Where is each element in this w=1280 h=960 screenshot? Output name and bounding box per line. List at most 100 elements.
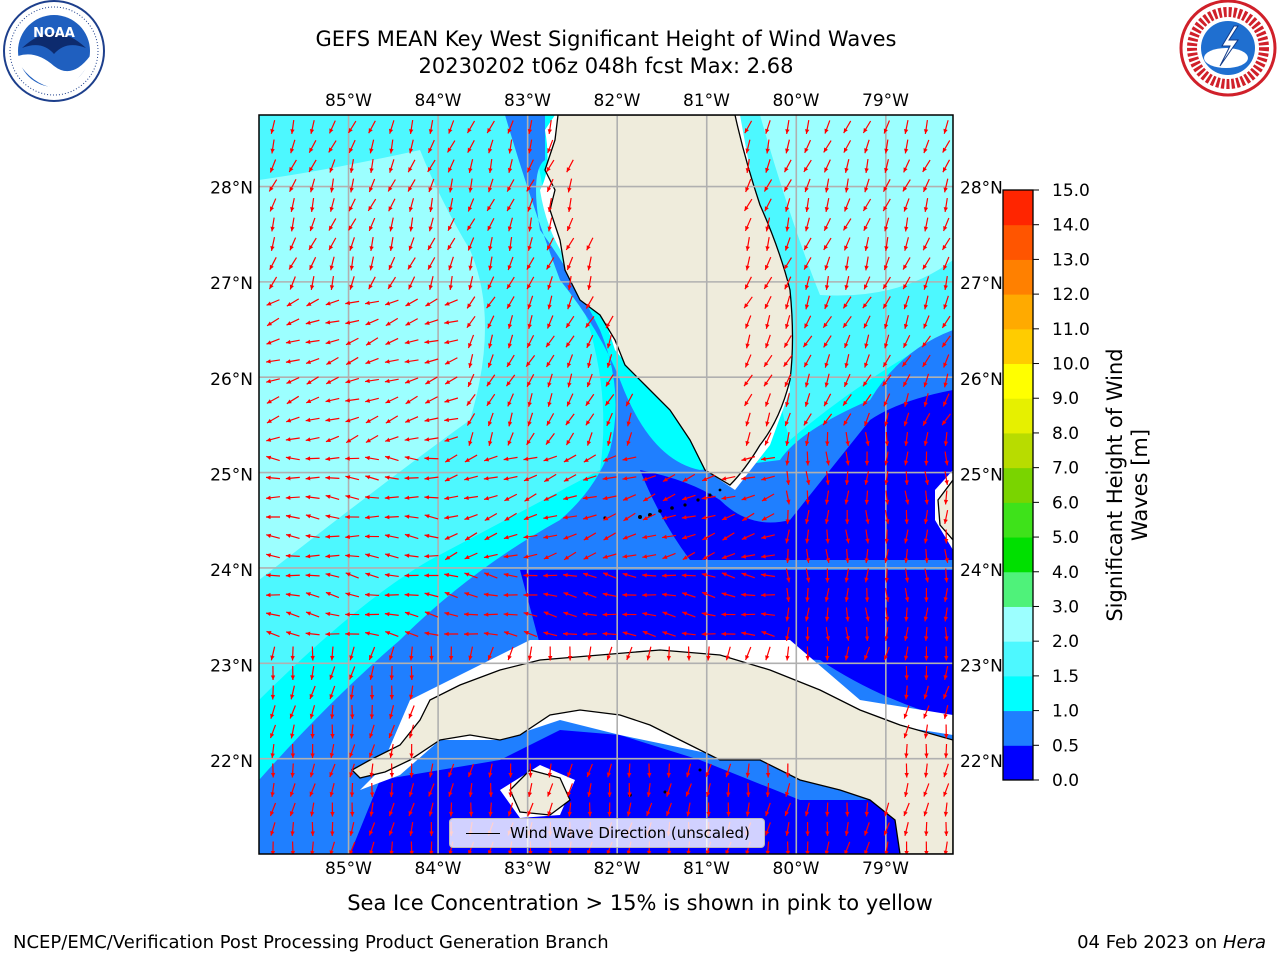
direction-arrow: [527, 783, 533, 797]
direction-arrow: [805, 821, 810, 837]
direction-arrow: [567, 646, 573, 661]
direction-arrow: [642, 592, 657, 598]
direction-arrow: [804, 295, 810, 310]
direction-arrow: [444, 551, 458, 561]
direction-arrow: [424, 553, 439, 559]
direction-arrow: [602, 631, 617, 637]
direction-arrow: [448, 763, 455, 778]
direction-arrow: [563, 454, 577, 463]
direction-arrow: [785, 821, 790, 837]
direction-arrow: [404, 416, 419, 423]
direction-arrow: [824, 490, 830, 505]
direction-arrow: [365, 318, 379, 326]
direction-arrow: [407, 179, 416, 192]
direction-arrow: [741, 631, 756, 636]
direction-arrow: [388, 802, 395, 817]
direction-arrow: [682, 473, 696, 483]
direction-arrow: [424, 533, 439, 539]
direction-arrow: [565, 237, 575, 251]
direction-arrow: [365, 397, 379, 403]
direction-arrow: [585, 413, 595, 426]
direction-arrow: [745, 178, 752, 193]
lon-label: 83°W: [504, 91, 551, 111]
direction-arrow: [507, 315, 514, 329]
direction-arrow: [943, 588, 949, 602]
direction-arrow: [862, 393, 872, 407]
direction-arrow: [285, 553, 300, 559]
direction-arrow: [364, 300, 380, 306]
direction-arrow: [902, 276, 911, 290]
lon-label: 84°W: [415, 91, 462, 111]
direction-arrow: [424, 456, 439, 461]
direction-arrow: [444, 376, 458, 385]
direction-arrow: [884, 529, 889, 544]
direction-arrow: [642, 475, 657, 481]
direction-arrow: [424, 417, 439, 423]
direction-arrow: [483, 592, 498, 597]
direction-arrow: [845, 607, 850, 622]
direction-arrow: [944, 470, 949, 486]
direction-arrow: [745, 412, 751, 427]
direction-arrow: [388, 646, 395, 661]
direction-arrow: [785, 315, 791, 329]
footer-credit: NCEP/EMC/Verification Post Processing Pr…: [13, 932, 609, 953]
direction-arrow: [586, 237, 594, 251]
direction-arrow: [265, 592, 281, 598]
direction-arrow: [523, 592, 538, 598]
direction-arrow: [365, 455, 379, 461]
direction-arrow: [483, 455, 498, 462]
direction-arrow: [924, 568, 930, 583]
direction-arrow: [864, 158, 869, 174]
direction-arrow: [526, 334, 535, 349]
direction-arrow: [622, 572, 637, 578]
direction-arrow: [864, 139, 870, 154]
direction-arrow: [844, 568, 849, 583]
direction-arrow: [368, 744, 376, 758]
direction-arrow: [923, 198, 929, 212]
direction-arrow: [523, 513, 538, 521]
direction-arrow: [428, 783, 435, 797]
direction-arrow: [468, 178, 473, 193]
direction-arrow: [429, 841, 434, 854]
direction-arrow: [308, 140, 317, 153]
direction-arrow: [349, 256, 355, 271]
direction-arrow: [404, 359, 419, 364]
direction-arrow: [464, 552, 478, 560]
direction-arrow: [924, 841, 929, 854]
direction-arrow: [901, 355, 912, 367]
colorbar-segment: [1003, 710, 1033, 746]
direction-arrow: [365, 435, 379, 443]
direction-arrow: [269, 802, 277, 817]
direction-arrow: [842, 296, 852, 309]
direction-arrow: [884, 412, 889, 427]
direction-arrow: [864, 822, 870, 836]
direction-arrow: [741, 476, 756, 481]
direction-arrow: [845, 431, 850, 447]
direction-arrow: [388, 822, 395, 836]
direction-arrow: [305, 631, 320, 636]
direction-arrow: [285, 631, 300, 637]
direction-arrow: [444, 417, 459, 423]
direction-arrow: [864, 587, 870, 603]
direction-arrow: [805, 471, 811, 485]
direction-arrow: [923, 139, 930, 154]
direction-arrow: [266, 436, 280, 442]
direction-arrow: [488, 158, 493, 174]
direction-arrow: [543, 611, 557, 618]
direction-arrow: [661, 592, 677, 597]
direction-arrow: [943, 295, 949, 310]
direction-arrow: [884, 159, 889, 173]
direction-arrow: [586, 432, 593, 446]
direction-arrow: [804, 217, 810, 232]
direction-arrow: [923, 685, 929, 700]
sea-ice-note: Sea Ice Concentration > 15% is shown in …: [347, 891, 933, 915]
direction-arrow: [686, 802, 691, 817]
direction-arrow: [288, 257, 298, 270]
direction-arrow: [941, 413, 951, 426]
direction-arrow: [863, 217, 871, 232]
direction-arrow: [468, 256, 473, 271]
direction-arrow: [270, 782, 275, 798]
direction-arrow: [622, 631, 637, 637]
direction-arrow: [701, 591, 716, 599]
lon-label: 79°W: [862, 859, 909, 879]
